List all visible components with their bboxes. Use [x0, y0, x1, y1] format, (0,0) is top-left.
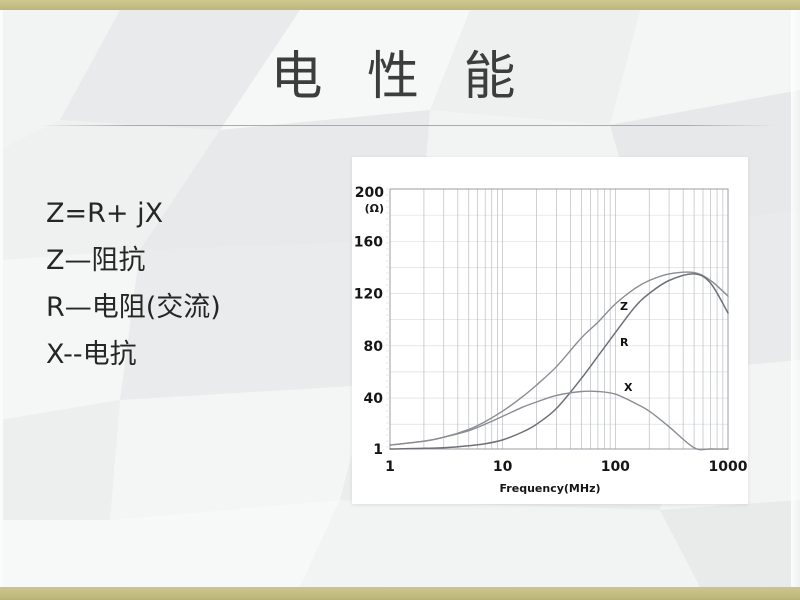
curve-label-z: Z: [620, 300, 628, 313]
x-tick-label: 1000: [709, 459, 748, 475]
bullet-item-2: R—电阻(交流): [46, 292, 221, 323]
y-tick-label: 160: [354, 234, 383, 250]
bullet-item-3: X--电抗: [46, 339, 137, 370]
y-tick-label: 80: [364, 339, 384, 355]
impedance-chart: 1 40 80 120 160 1 10 100 1000 200 (Ω) Frequency(…: [352, 157, 748, 504]
impedance-chart-card: 1 40 80 120 160 1 10 100 1000 200 (Ω) Frequency(…: [352, 157, 748, 504]
impedance-chart-svg: 1 40 80 120 160 1 10 100 1000 200 (Ω) Frequency(…: [352, 157, 748, 504]
y-axis-top-label: 200: [355, 185, 384, 201]
curve-label-r: R: [620, 336, 629, 349]
title-divider: [40, 125, 775, 126]
page-title: 电 性 能: [270, 47, 530, 107]
x-tick-label: 100: [601, 459, 630, 475]
x-axis-label: Frequency(MHz): [500, 482, 601, 495]
y-tick-label: 40: [364, 391, 384, 407]
chart-tick-labels: 1 40 80 120 160 1 10 100 1000: [354, 234, 748, 475]
bullet-list: Z=R+ jX Z—阻抗 R—电阻(交流) X--电抗: [46, 190, 346, 378]
bullet-item-0: Z=R+ jX: [46, 198, 164, 229]
chart-curves: [389, 271, 729, 451]
bullet-item-1: Z—阻抗: [46, 245, 146, 276]
y-tick-label: 1: [373, 442, 383, 458]
y-tick-label: 120: [354, 287, 383, 303]
curve-r: [389, 273, 729, 450]
curve-label-x: X: [624, 381, 633, 394]
curve-z: [389, 271, 729, 446]
curve-x: [389, 390, 729, 451]
right-edge-strip: [791, 10, 800, 587]
left-edge-strip: [0, 10, 3, 587]
y-axis-unit-label: (Ω): [365, 202, 384, 215]
chart-gridlines: [386, 188, 729, 450]
x-tick-label: 1: [385, 459, 395, 475]
bottom-accent-bar: [0, 587, 800, 600]
x-tick-label: 10: [493, 459, 513, 475]
top-accent-bar: [0, 0, 800, 10]
